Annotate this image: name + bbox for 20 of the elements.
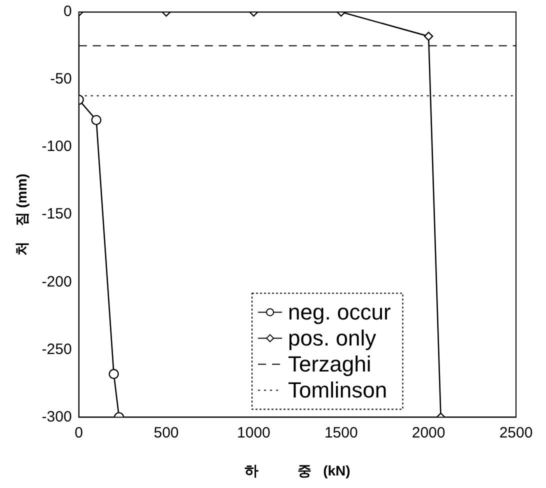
y-tick-label: -50 [50,70,72,88]
legend-label: Terzaghi [288,351,372,376]
x-tick-label: 500 [154,424,179,442]
legend-label: neg. occur [288,299,391,324]
legend-label: pos. only [288,325,376,350]
x-tick-label: 2500 [499,424,533,442]
x-tick-label: 1000 [237,424,270,442]
x-tick-label: 1500 [324,424,358,442]
x-axis-title: 하 중 (kN) [244,462,350,478]
y-tick-label: 0 [63,3,72,20]
y-tick-label: -200 [42,273,72,290]
x-tick-label: 2000 [412,424,446,442]
y-tick-label: -300 [42,408,72,426]
y-tick-label: -250 [42,340,72,358]
x-tick-label: 0 [74,424,83,442]
y-tick-label: -150 [42,206,72,223]
legend-label: Tomlinson [288,377,388,402]
y-axis-title: 처 짐 (mm) [13,174,30,256]
point [91,114,102,126]
y-tick-label: -100 [42,138,72,156]
